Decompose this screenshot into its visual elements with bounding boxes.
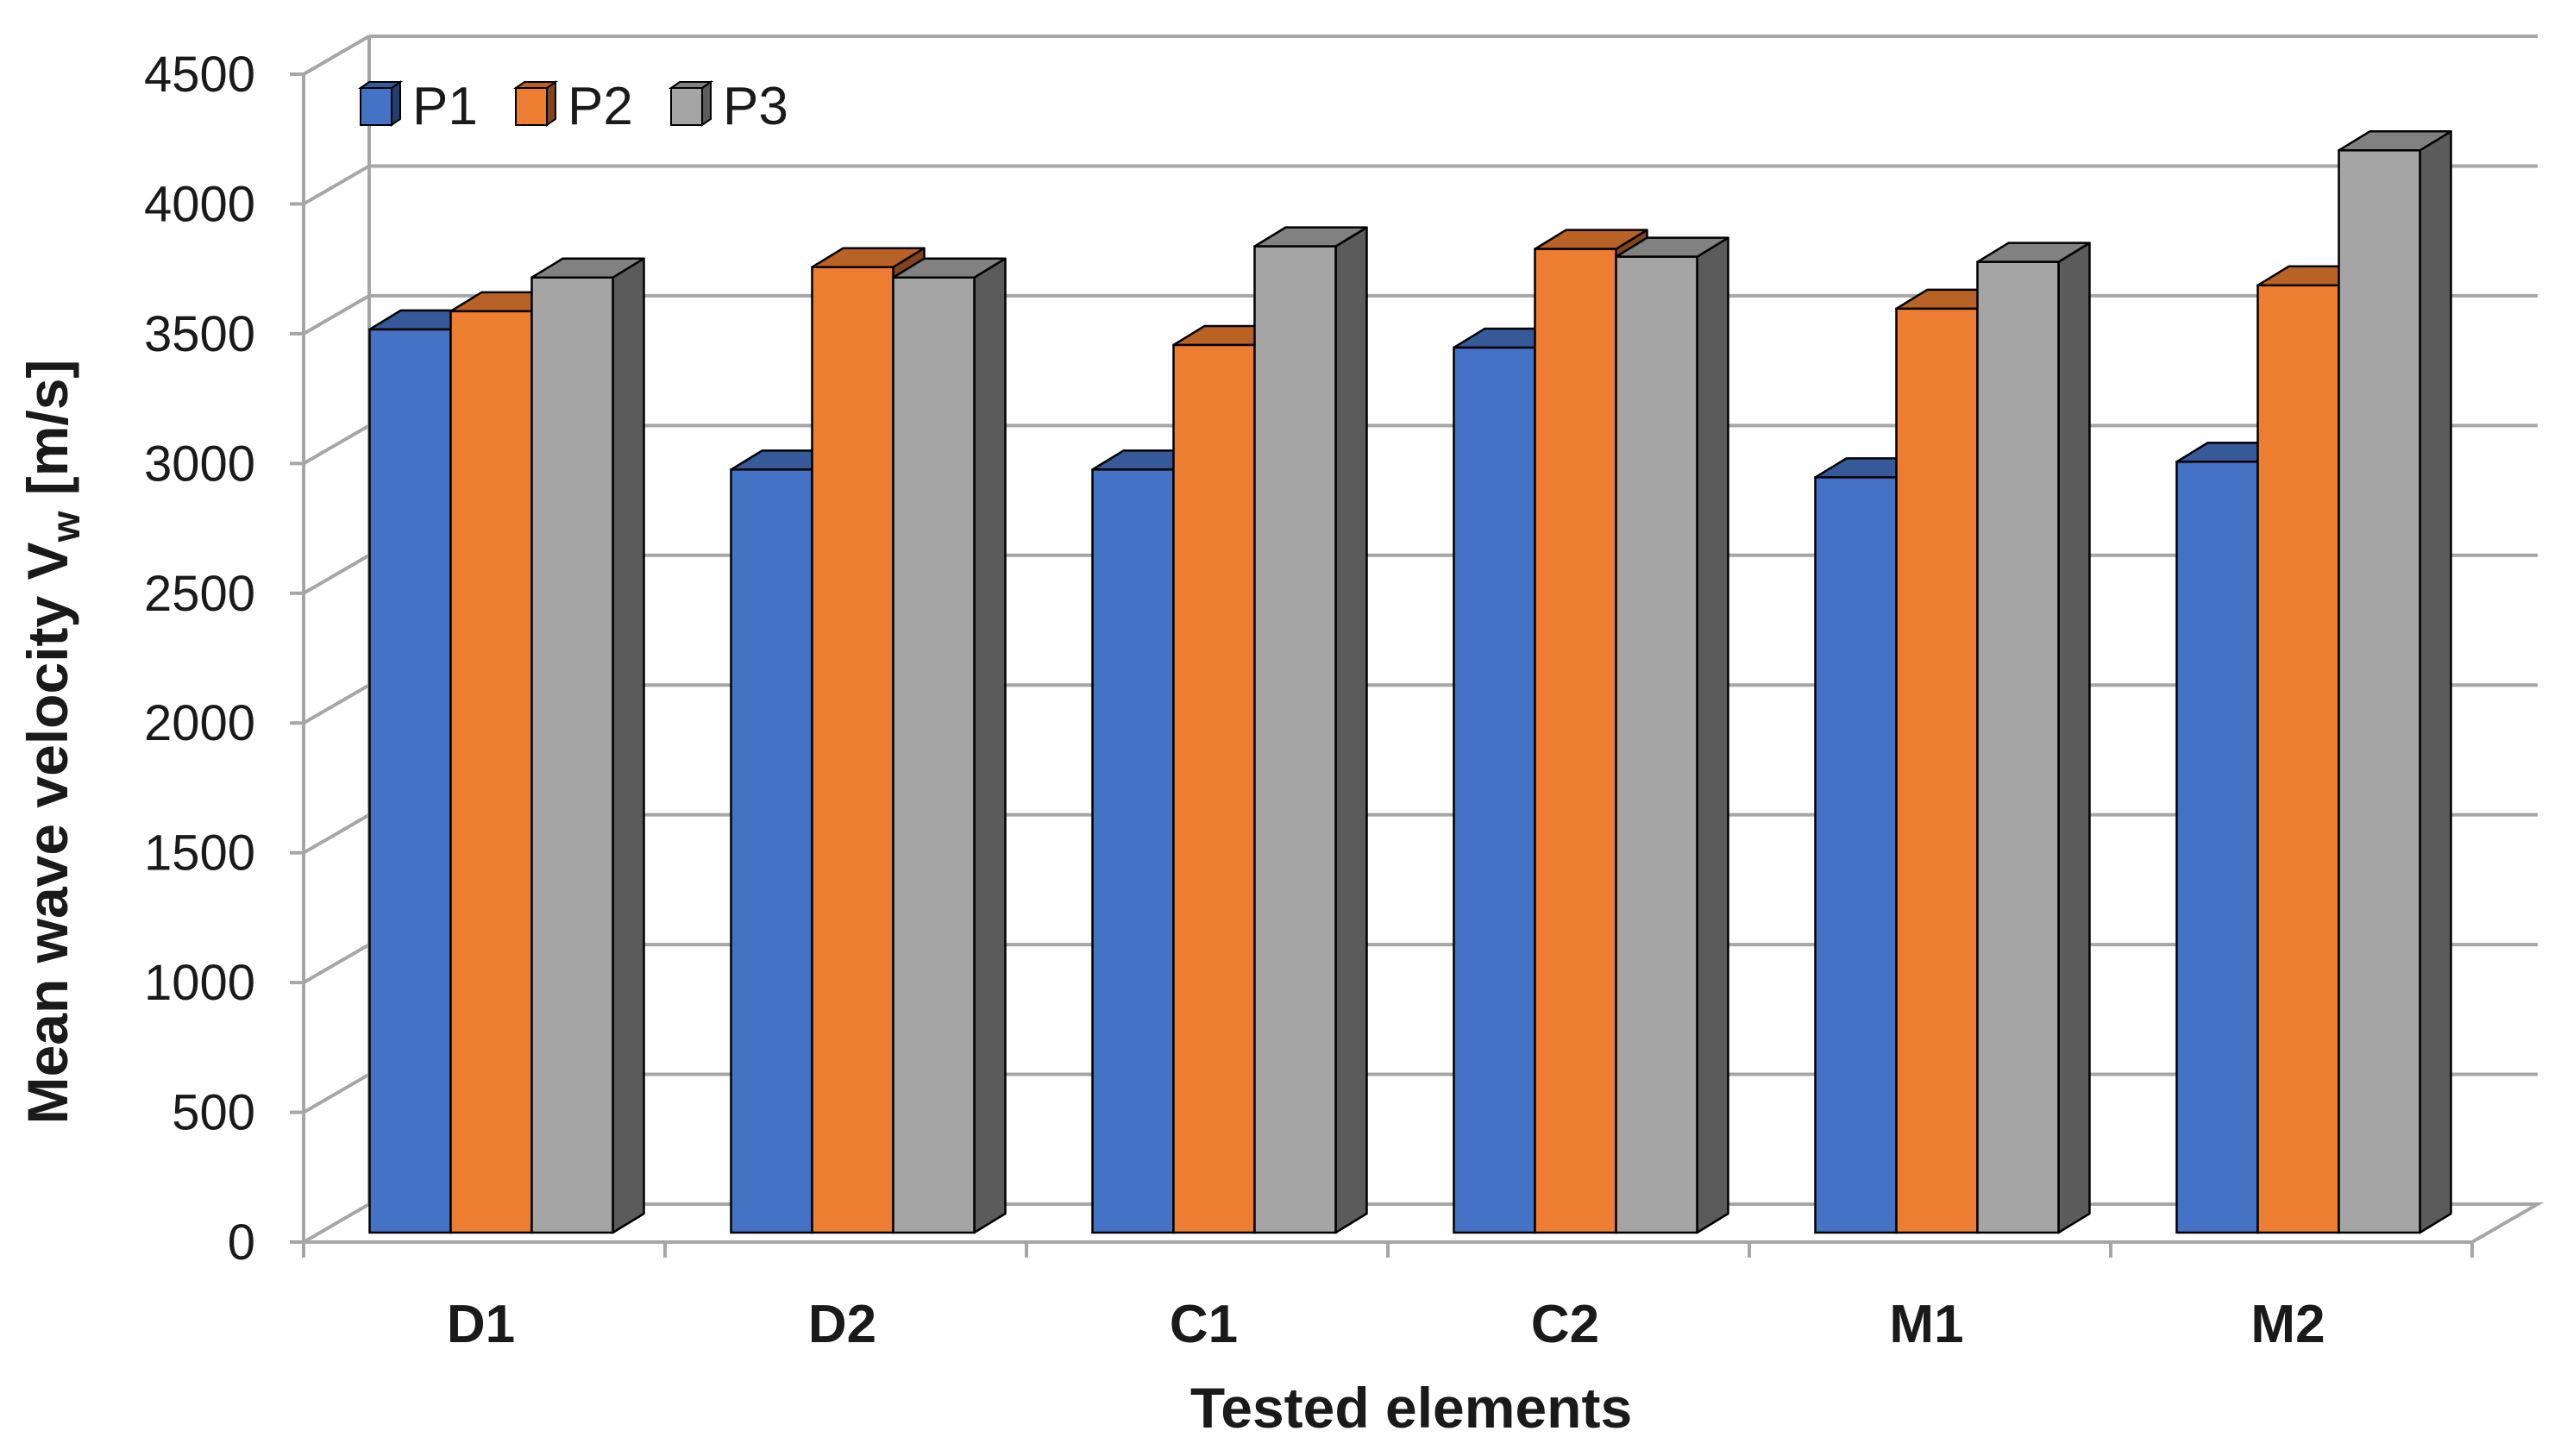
x-tick-labels: D1 D2 C1 C2 M1 M2 — [447, 1295, 2325, 1354]
legend-item-P2: P2 — [512, 77, 633, 136]
x-tick-label-M2: M2 — [2250, 1295, 2325, 1354]
bar-P3-C1 — [1253, 226, 1368, 1234]
gridline-side — [302, 294, 371, 336]
legend-item-P1: P1 — [357, 77, 478, 136]
y-tick-label: 500 — [172, 1085, 255, 1141]
bar-front — [1976, 260, 2060, 1234]
bar-front — [730, 468, 813, 1234]
bar-side — [973, 257, 1007, 1234]
legend-swatch-side — [701, 80, 712, 127]
gridline-side — [302, 683, 371, 725]
bar-front — [1615, 255, 1698, 1234]
y-axis-title: Mean wave velocity Vw [m/s] — [16, 360, 88, 1125]
gridline-side — [302, 424, 371, 466]
legend-swatch-top — [357, 81, 404, 89]
bar-front — [1091, 468, 1175, 1234]
x-tick-label-C1: C1 — [1170, 1295, 1238, 1354]
gridline-side — [302, 35, 371, 76]
y-tick-label: 3000 — [144, 436, 255, 492]
y-tick-label: 4000 — [144, 176, 255, 232]
y-axis-title-subscript: w — [43, 511, 88, 543]
gridline-side — [302, 554, 371, 595]
y-tick-label: 1000 — [144, 955, 255, 1011]
x-tick-label-M1: M1 — [1889, 1295, 1963, 1354]
y-axis-title-unit: [m/s] — [16, 360, 79, 511]
bar-side — [2057, 242, 2091, 1234]
bar-P3-M2 — [2338, 130, 2452, 1234]
legend-label: P2 — [568, 77, 633, 136]
bar-front — [892, 276, 976, 1234]
gridline-side — [302, 164, 371, 206]
y-tick-label: 2000 — [144, 695, 255, 751]
axes — [290, 72, 2474, 1258]
bar-front — [1814, 476, 1898, 1234]
bar-side — [2419, 130, 2452, 1234]
bar-front — [1895, 307, 1979, 1234]
x-tick-label-D2: D2 — [808, 1295, 876, 1354]
y-tick-label: 0 — [228, 1214, 255, 1271]
y-tick-label: 3500 — [144, 306, 255, 362]
gridline-side — [302, 943, 371, 984]
bar-front — [1172, 343, 1256, 1234]
x-tick-label-C2: C2 — [1531, 1295, 1599, 1354]
bar-front — [2256, 284, 2340, 1234]
bar-front — [2338, 149, 2421, 1234]
bar-front — [2175, 461, 2259, 1234]
y-tick-label: 4500 — [144, 47, 255, 103]
gridline-side — [302, 1072, 371, 1114]
legend-swatch-top — [668, 81, 714, 89]
legend-label: P1 — [412, 77, 478, 136]
legend-swatch — [360, 87, 392, 126]
bar-P3-D2 — [892, 257, 1007, 1234]
x-axis-title: Tested elements — [1190, 1376, 1632, 1440]
legend-swatch-top — [512, 81, 559, 89]
legend-swatch — [670, 87, 703, 126]
bar-front — [1253, 245, 1337, 1234]
bar-front — [1453, 346, 1536, 1234]
legend-item-P3: P3 — [668, 77, 788, 136]
x-tick-label-D1: D1 — [447, 1295, 515, 1354]
bar-front — [368, 328, 452, 1234]
bar-side — [612, 257, 645, 1234]
gridline-side — [302, 813, 371, 855]
bar-side — [1696, 236, 1729, 1234]
bar-P3-M1 — [1976, 242, 2091, 1234]
y-axis-title-main: Mean wave velocity V — [16, 542, 79, 1124]
bar-P3-D1 — [530, 257, 645, 1234]
bar-front — [449, 310, 533, 1234]
legend: P1 P2 P3 — [357, 77, 788, 136]
legend-swatch-side — [391, 80, 401, 127]
legend-label: P3 — [723, 77, 788, 136]
legend-swatch-side — [546, 80, 556, 127]
bar-front — [530, 276, 614, 1234]
legend-swatch — [515, 87, 548, 126]
bar-front — [811, 266, 894, 1234]
bars — [368, 130, 2452, 1234]
y-tick-label: 2500 — [144, 566, 255, 622]
bar-front — [1534, 248, 1617, 1234]
bar-side — [1334, 226, 1368, 1234]
y-tick-labels: 0 500 1000 1500 2000 2500 3000 3500 4000 4500 — [144, 47, 255, 1271]
bar-P3-C2 — [1615, 236, 1729, 1234]
y-tick-label: 1500 — [144, 825, 255, 882]
